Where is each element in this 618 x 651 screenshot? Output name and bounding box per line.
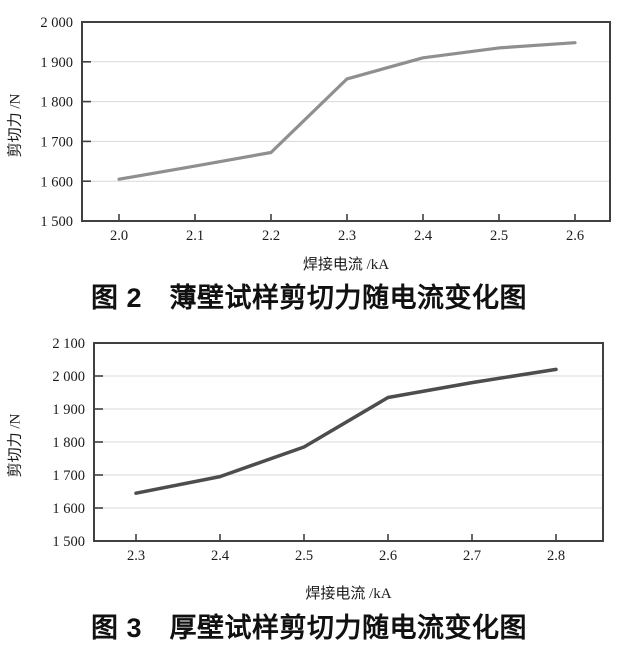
x-tick-label: 2.4 (414, 228, 433, 244)
x-tick-label: 2.6 (379, 548, 397, 564)
x-tick-label: 2.3 (338, 228, 356, 244)
y-tick-label: 1 900 (40, 55, 73, 71)
x-tick-label: 2.7 (463, 548, 481, 564)
figure2-x-axis-title: 焊接电流 /kA (302, 257, 390, 273)
x-tick-label: 2.2 (262, 228, 280, 244)
x-tick-label: 2.8 (547, 548, 565, 564)
y-tick-label: 1 700 (52, 468, 85, 484)
data-series-line (117, 41, 577, 181)
data-series-line (134, 367, 558, 495)
x-tick-label: 2.1 (186, 228, 204, 244)
figure3-y-axis-title: 剪切力 /N (7, 413, 24, 478)
figure3-chart: 1 500 1 600 1 700 1 800 1 900 2 000 2 100 2.3 2.… (0, 330, 618, 651)
figure3-x-axis-title: 焊接电流 /kA (305, 586, 392, 602)
x-tick-label: 2.5 (295, 548, 313, 564)
y-tick-label: 1 500 (40, 214, 73, 230)
figure2-caption: 图 2 薄壁试样剪切力随电流变化图 (90, 283, 528, 313)
y-tick-label: 1 700 (40, 134, 73, 150)
y-tick-label: 1 800 (40, 95, 73, 111)
x-tick-label: 2.3 (127, 548, 145, 564)
y-tick-label: 2 000 (52, 369, 85, 385)
x-tick-label: 2.5 (490, 228, 508, 244)
figure3-plot-area: 1 500 1 600 1 700 1 800 1 900 2 000 2 100 2.3 2.… (52, 336, 604, 564)
y-tick-label: 2 000 (40, 15, 73, 31)
y-tick-label: 1 800 (52, 435, 85, 451)
x-tick-label: 2.0 (110, 228, 128, 244)
y-tick-label: 1 600 (40, 174, 73, 190)
figure2-y-axis-title: 剪切力 /N (7, 93, 24, 158)
y-tick-label: 1 500 (52, 534, 85, 550)
y-tick-label: 1 900 (52, 402, 85, 418)
figure2-plot-area: 1 500 1 600 1 700 1 800 1 900 2 000 2.0 2.1 2.2 2… (40, 15, 611, 244)
x-tick-label: 2.4 (211, 548, 230, 564)
y-tick-label: 2 100 (52, 336, 85, 352)
y-tick-label: 1 600 (52, 501, 85, 517)
figure3-caption: 图 3 厚壁试样剪切力随电流变化图 (90, 613, 528, 643)
figure2-chart: 1 500 1 600 1 700 1 800 1 900 2 000 2.0 2.1 2.2 2… (7, 15, 611, 313)
x-tick-label: 2.6 (566, 228, 584, 244)
